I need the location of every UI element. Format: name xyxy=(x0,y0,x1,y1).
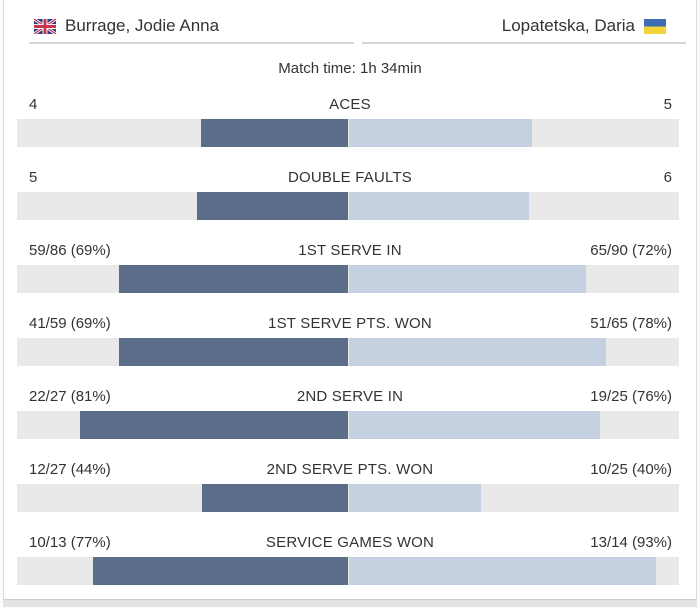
home-player-name: Burrage, Jodie Anna xyxy=(65,16,220,35)
away-stat-bar xyxy=(348,484,481,512)
away-player-name: Lopatetska, Daria xyxy=(501,16,635,35)
stat-labels: 10/13 (77%) SERVICE GAMES WON 13/14 (93%… xyxy=(4,534,696,552)
home-stat-value: 10/13 (77%) xyxy=(29,534,111,551)
stat-row-2nd-serve-in: 22/27 (81%) 2ND SERVE IN 19/25 (76%) xyxy=(4,388,696,439)
stat-label: ACES xyxy=(329,96,371,113)
stat-bar-track xyxy=(17,192,679,220)
stat-row-1st-serve-pts-won: 41/59 (69%) 1ST SERVE PTS. WON 51/65 (78… xyxy=(4,315,696,366)
match-time: Match time: 1h 34min xyxy=(278,60,422,77)
home-stat-value: 4 xyxy=(29,96,38,113)
home-stat-value: 22/27 (81%) xyxy=(29,388,111,405)
stat-label: 1ST SERVE IN xyxy=(298,242,402,259)
stat-row-2nd-serve-pts-won: 12/27 (44%) 2ND SERVE PTS. WON 10/25 (40… xyxy=(4,461,696,512)
stat-label: 1ST SERVE PTS. WON xyxy=(268,315,432,332)
home-stat-bar xyxy=(200,119,348,147)
home-player: Burrage, Jodie Anna xyxy=(33,16,220,36)
stat-label: 2ND SERVE PTS. WON xyxy=(266,461,434,478)
away-stat-bar xyxy=(348,557,656,585)
home-stat-bar xyxy=(79,411,348,439)
bottom-strip xyxy=(3,600,697,607)
stat-label: SERVICE GAMES WON xyxy=(265,534,435,551)
away-stat-bar xyxy=(348,411,600,439)
stat-row-double-faults: 5 DOUBLE FAULTS 6 xyxy=(4,169,696,220)
stat-bar-track xyxy=(17,484,679,512)
home-stat-bar xyxy=(197,192,348,220)
stat-bar-track xyxy=(17,411,679,439)
stat-label: DOUBLE FAULTS xyxy=(287,169,413,186)
stat-labels: 59/86 (69%) 1ST SERVE IN 65/90 (72%) xyxy=(4,242,696,260)
match-statistics-panel: Burrage, Jodie Anna Lopatetska, Daria Ma… xyxy=(3,0,697,600)
uk-flag-icon xyxy=(33,17,57,35)
away-stat-value: 65/90 (72%) xyxy=(590,242,672,259)
stat-labels: 22/27 (81%) 2ND SERVE IN 19/25 (76%) xyxy=(4,388,696,406)
stat-labels: 5 DOUBLE FAULTS 6 xyxy=(4,169,696,187)
away-stat-bar xyxy=(348,265,587,293)
header-divider xyxy=(4,42,696,44)
away-stat-value: 5 xyxy=(663,96,672,113)
away-stat-value: 51/65 (78%) xyxy=(590,315,672,332)
away-stat-bar xyxy=(348,119,533,147)
home-stat-bar xyxy=(119,338,348,366)
home-stat-bar xyxy=(93,557,348,585)
home-stat-value: 5 xyxy=(29,169,38,186)
home-stat-value: 59/86 (69%) xyxy=(29,242,111,259)
away-stat-value: 10/25 (40%) xyxy=(590,461,672,478)
stat-row-service-games-won: 10/13 (77%) SERVICE GAMES WON 13/14 (93%… xyxy=(4,534,696,585)
ukraine-flag-icon xyxy=(644,18,666,34)
stat-labels: 4 ACES 5 xyxy=(4,96,696,114)
away-stat-bar xyxy=(348,338,607,366)
stat-bar-track xyxy=(17,119,679,147)
away-stat-bar xyxy=(348,192,529,220)
home-stat-value: 12/27 (44%) xyxy=(29,461,111,478)
home-stat-bar xyxy=(119,265,348,293)
stat-bar-track xyxy=(17,557,679,585)
stat-label: 2ND SERVE IN xyxy=(296,388,404,405)
stat-labels: 12/27 (44%) 2ND SERVE PTS. WON 10/25 (40… xyxy=(4,461,696,479)
match-header: Burrage, Jodie Anna Lopatetska, Daria xyxy=(4,0,696,41)
home-stat-value: 41/59 (69%) xyxy=(29,315,111,332)
away-stat-value: 6 xyxy=(663,169,672,186)
away-stat-value: 19/25 (76%) xyxy=(590,388,672,405)
stat-row-aces: 4 ACES 5 xyxy=(4,96,696,147)
home-stat-bar xyxy=(202,484,348,512)
header-divider-right xyxy=(361,42,686,44)
away-player: Lopatetska, Daria xyxy=(502,16,666,36)
stat-row-1st-serve-in: 59/86 (69%) 1ST SERVE IN 65/90 (72%) xyxy=(4,242,696,293)
stat-bar-track xyxy=(17,338,679,366)
away-stat-value: 13/14 (93%) xyxy=(590,534,672,551)
stat-labels: 41/59 (69%) 1ST SERVE PTS. WON 51/65 (78… xyxy=(4,315,696,333)
stats-list: 4 ACES 5 5 DOUBLE FAULTS 6 xyxy=(4,82,696,585)
stat-bar-track xyxy=(17,265,679,293)
header-divider-left xyxy=(29,42,354,44)
